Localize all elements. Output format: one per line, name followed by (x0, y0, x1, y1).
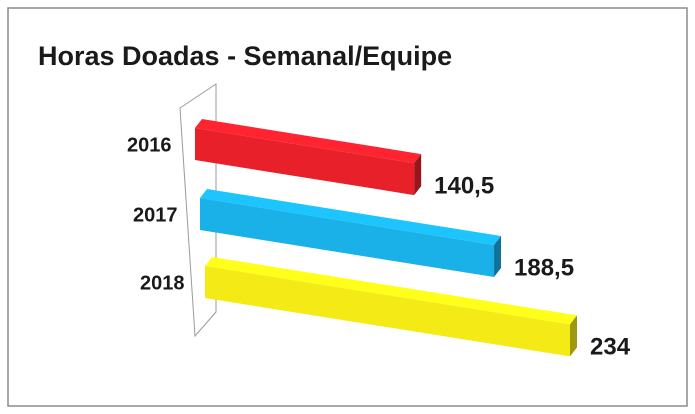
bar-end (494, 236, 502, 278)
value-label: 140,5 (434, 172, 494, 199)
bar-end (414, 154, 422, 196)
bar-end (570, 315, 577, 357)
bar-top (195, 119, 422, 164)
category-label: 2017 (133, 204, 178, 226)
value-label: 234 (590, 334, 631, 361)
category-label: 2016 (127, 134, 172, 156)
chart-title: Horas Doadas - Semanal/Equipe (38, 41, 452, 71)
bar (195, 128, 415, 196)
bar (205, 266, 570, 357)
back-wall (179, 83, 217, 338)
bar (200, 198, 495, 278)
bar-top (200, 189, 502, 246)
bar-top (205, 257, 577, 325)
category-label: 2018 (140, 272, 185, 294)
value-label: 188,5 (514, 254, 574, 281)
